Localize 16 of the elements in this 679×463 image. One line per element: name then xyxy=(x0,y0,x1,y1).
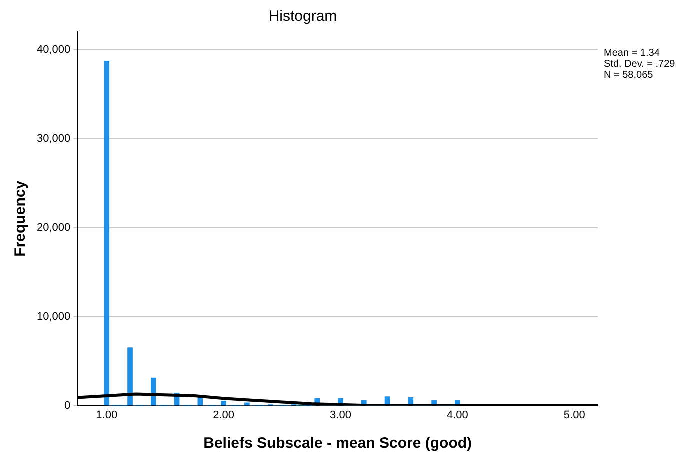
text: Std. Dev. = .729 xyxy=(604,58,676,70)
x-tick-label: 1.00 xyxy=(96,409,118,422)
x-axis-title: Beliefs Subscale - mean Score (good) xyxy=(204,435,472,452)
x-tick-label: 5.00 xyxy=(564,409,586,422)
x-tick-label: 3.00 xyxy=(330,409,352,422)
text: N = 58,065 xyxy=(604,70,654,81)
y-tick-label: 30,000 xyxy=(36,132,71,145)
y-axis-title: Frequency xyxy=(12,180,30,257)
y-tick-label: 0 xyxy=(64,400,71,412)
text: Mean = 1.34 xyxy=(604,48,660,59)
y-tick-label: 20,000 xyxy=(36,222,71,234)
y-tick-label: 10,000 xyxy=(36,310,71,323)
x-tick-label: 2.00 xyxy=(213,409,235,422)
y-tick-label: 40,000 xyxy=(36,44,71,56)
chart-title: Histogram xyxy=(268,8,338,26)
x-tick-label: 4.00 xyxy=(446,409,468,422)
